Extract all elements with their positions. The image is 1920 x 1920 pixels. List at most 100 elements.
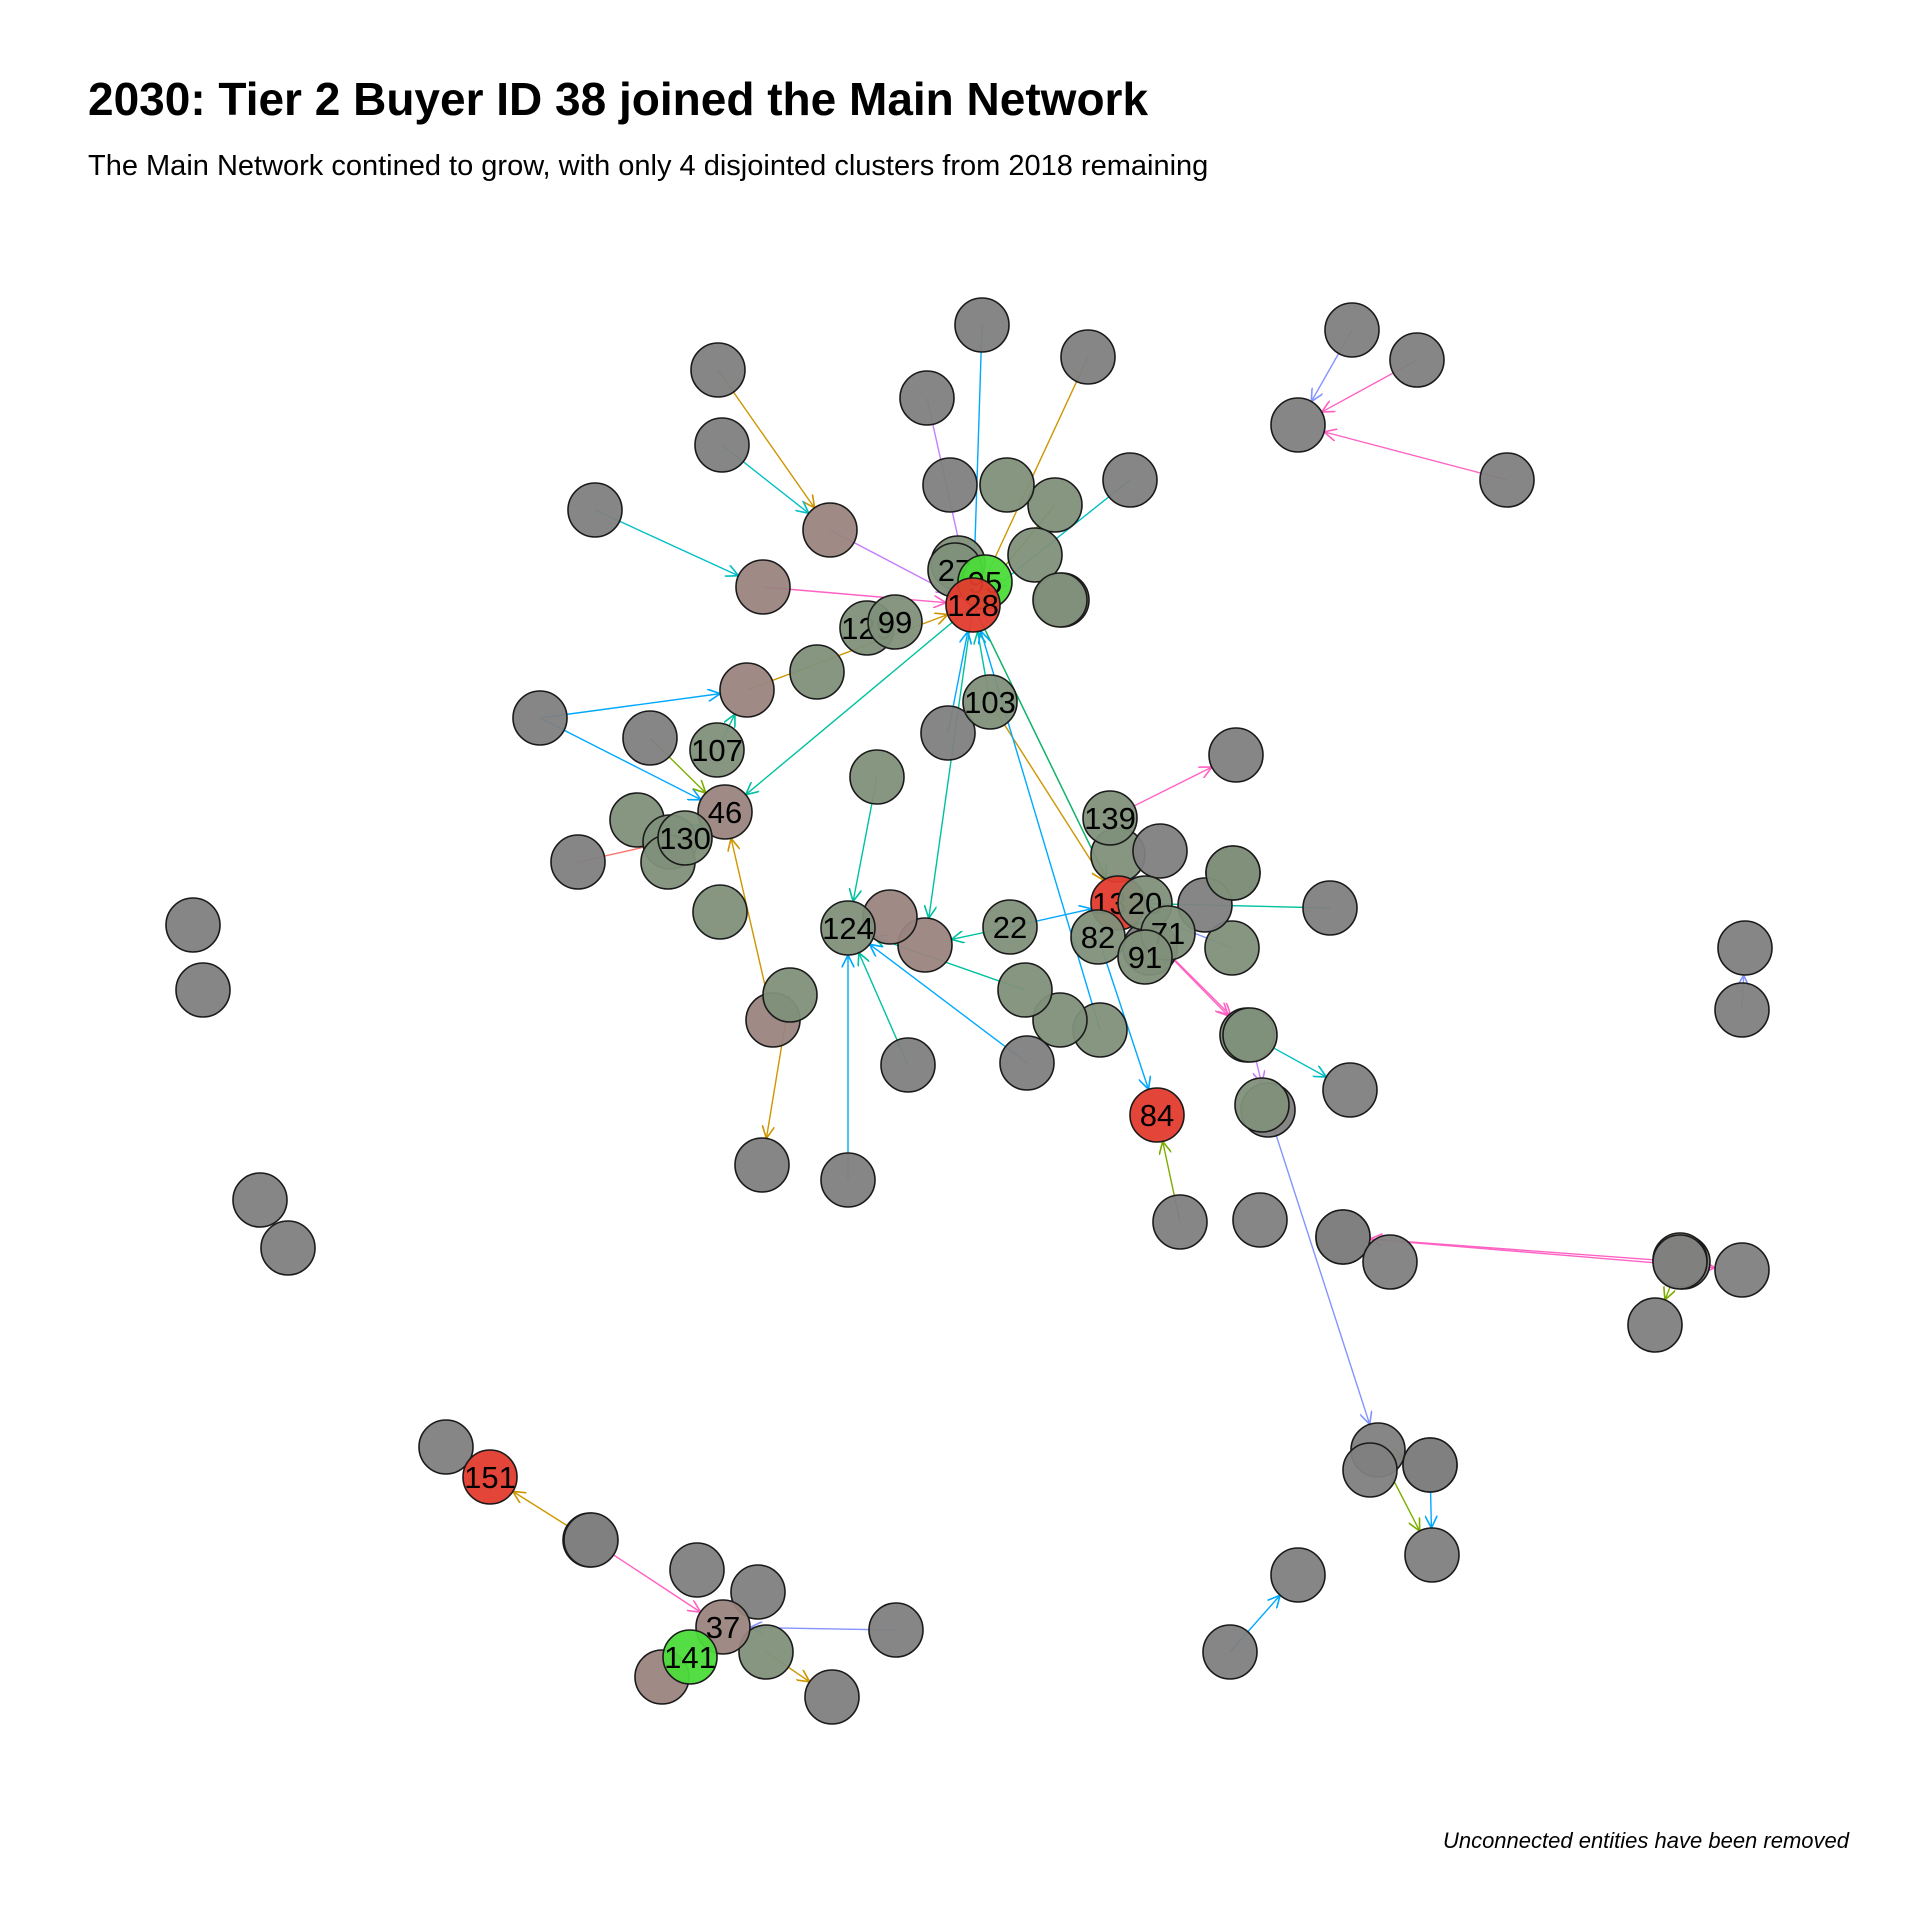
node[interactable] bbox=[550, 834, 606, 890]
node[interactable] bbox=[1479, 452, 1535, 508]
node[interactable] bbox=[734, 1137, 790, 1193]
node[interactable] bbox=[1404, 1527, 1460, 1583]
node[interactable] bbox=[1402, 1437, 1458, 1493]
node[interactable] bbox=[849, 749, 905, 805]
node[interactable] bbox=[622, 710, 678, 766]
node-84[interactable]: 84 bbox=[1129, 1087, 1185, 1143]
node[interactable] bbox=[1389, 332, 1445, 388]
node-82[interactable]: 82 bbox=[1070, 909, 1126, 965]
node[interactable] bbox=[1204, 920, 1260, 976]
edge-n1-l128 bbox=[974, 324, 983, 578]
node[interactable] bbox=[563, 1512, 619, 1568]
node[interactable] bbox=[1717, 920, 1773, 976]
node[interactable] bbox=[567, 482, 623, 538]
node-141[interactable]: 141 bbox=[662, 1629, 718, 1685]
node[interactable] bbox=[1322, 1062, 1378, 1118]
node[interactable] bbox=[1208, 727, 1264, 783]
node-130[interactable]: 130 bbox=[657, 810, 713, 866]
node[interactable] bbox=[1270, 1547, 1326, 1603]
node[interactable] bbox=[820, 1152, 876, 1208]
node[interactable] bbox=[1627, 1297, 1683, 1353]
node-label: 107 bbox=[691, 733, 743, 768]
node-circle bbox=[899, 370, 955, 426]
node[interactable] bbox=[997, 962, 1053, 1018]
node-circle bbox=[1102, 452, 1158, 508]
node[interactable] bbox=[922, 457, 978, 513]
node-circle bbox=[920, 705, 976, 761]
node[interactable] bbox=[730, 1564, 786, 1620]
node[interactable] bbox=[979, 457, 1035, 513]
node[interactable] bbox=[1102, 452, 1158, 508]
node[interactable] bbox=[880, 1037, 936, 1093]
node-circle bbox=[1070, 909, 1126, 965]
node[interactable] bbox=[1302, 880, 1358, 936]
node-151[interactable]: 151 bbox=[462, 1449, 518, 1505]
node[interactable] bbox=[999, 1035, 1055, 1091]
node-circle bbox=[820, 1152, 876, 1208]
node[interactable] bbox=[232, 1172, 288, 1228]
node[interactable] bbox=[1234, 1077, 1290, 1133]
node-circle bbox=[418, 1419, 474, 1475]
node-circle bbox=[789, 644, 845, 700]
node[interactable] bbox=[1032, 572, 1088, 628]
node[interactable] bbox=[1060, 329, 1116, 385]
node[interactable] bbox=[260, 1220, 316, 1276]
node-22[interactable]: 22 bbox=[982, 899, 1038, 955]
node-46[interactable]: 46 bbox=[697, 784, 753, 840]
node[interactable] bbox=[1315, 1209, 1371, 1265]
node-91[interactable]: 91 bbox=[1117, 929, 1173, 985]
node[interactable] bbox=[899, 370, 955, 426]
node[interactable] bbox=[418, 1419, 474, 1475]
node[interactable] bbox=[669, 1542, 725, 1598]
node[interactable] bbox=[1652, 1234, 1708, 1290]
node[interactable] bbox=[165, 897, 221, 953]
node[interactable] bbox=[175, 962, 231, 1018]
node-circle bbox=[922, 457, 978, 513]
node[interactable] bbox=[1270, 397, 1326, 453]
node-circle bbox=[165, 897, 221, 953]
node[interactable] bbox=[1222, 1007, 1278, 1063]
node[interactable] bbox=[1152, 1194, 1208, 1250]
node-circle bbox=[1027, 477, 1083, 533]
node[interactable] bbox=[802, 502, 858, 558]
node[interactable] bbox=[1362, 1234, 1418, 1290]
node-107[interactable]: 107 bbox=[689, 722, 745, 778]
node[interactable] bbox=[735, 559, 791, 615]
node[interactable] bbox=[762, 967, 818, 1023]
node[interactable] bbox=[954, 297, 1010, 353]
node-128[interactable]: 128 bbox=[945, 577, 1001, 633]
node[interactable] bbox=[868, 1602, 924, 1658]
node-circle bbox=[735, 559, 791, 615]
node[interactable] bbox=[1027, 477, 1083, 533]
node-circle bbox=[1302, 880, 1358, 936]
node[interactable] bbox=[692, 884, 748, 940]
node[interactable] bbox=[789, 644, 845, 700]
node[interactable] bbox=[804, 1669, 860, 1725]
node[interactable] bbox=[1202, 1624, 1258, 1680]
node-circle bbox=[849, 749, 905, 805]
node[interactable] bbox=[1714, 1242, 1770, 1298]
node[interactable] bbox=[694, 417, 750, 473]
node[interactable] bbox=[690, 342, 746, 398]
node[interactable] bbox=[738, 1624, 794, 1680]
node[interactable] bbox=[1205, 845, 1261, 901]
node-circle bbox=[734, 1137, 790, 1193]
node-circle bbox=[1389, 332, 1445, 388]
edge-n17-n14 bbox=[1324, 432, 1508, 481]
node-103[interactable]: 103 bbox=[962, 674, 1018, 730]
node-circle bbox=[880, 1037, 936, 1093]
node[interactable] bbox=[1007, 527, 1063, 583]
node[interactable] bbox=[1324, 302, 1380, 358]
node-124[interactable]: 124 bbox=[820, 900, 876, 956]
node-circle bbox=[260, 1220, 316, 1276]
node[interactable] bbox=[1342, 1442, 1398, 1498]
node[interactable] bbox=[1714, 982, 1770, 1038]
node[interactable] bbox=[1132, 823, 1188, 879]
node[interactable] bbox=[920, 705, 976, 761]
node[interactable] bbox=[1232, 1192, 1288, 1248]
node[interactable] bbox=[719, 662, 775, 718]
node-99[interactable]: 99 bbox=[867, 594, 923, 650]
node[interactable] bbox=[512, 690, 568, 746]
node-139[interactable]: 139 bbox=[1082, 790, 1138, 846]
node-circle bbox=[730, 1564, 786, 1620]
